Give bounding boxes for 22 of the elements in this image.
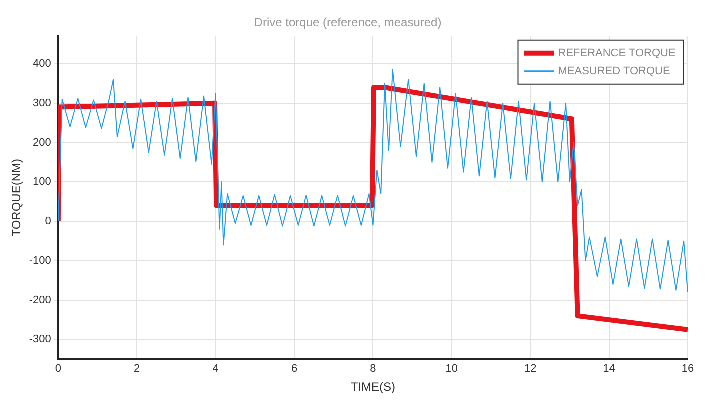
y-tick-label: -300 [29, 334, 52, 346]
x-tick-label: 10 [446, 363, 458, 376]
y-tick-label: 300 [33, 97, 52, 110]
x-tick-label: 12 [524, 363, 537, 376]
chart-title: Drive torque (reference, measured) [254, 16, 442, 30]
x-tick-label: 6 [291, 363, 298, 376]
x-tick-label: 8 [370, 363, 376, 376]
x-tick-label: 4 [212, 363, 219, 376]
x-tick-label: 14 [603, 363, 616, 376]
legend-label: REFERANCE TORQUE [558, 47, 676, 60]
x-axis-title: TIME(S) [350, 380, 396, 394]
x-tick-label: 2 [134, 363, 140, 376]
x-tick-label: 0 [55, 363, 62, 376]
y-tick-label: -100 [29, 254, 52, 267]
y-tick-label: 0 [45, 216, 52, 228]
y-axis-title: TORQUE(NM) [10, 159, 24, 237]
legend-label: MEASURED TORQUE [558, 65, 670, 78]
x-tick-label: 16 [682, 363, 694, 376]
y-tick-label: 100 [33, 176, 52, 188]
y-tick-label: 200 [33, 136, 52, 149]
y-tick-label: 400 [33, 58, 52, 70]
y-tick-label: -200 [29, 294, 52, 306]
